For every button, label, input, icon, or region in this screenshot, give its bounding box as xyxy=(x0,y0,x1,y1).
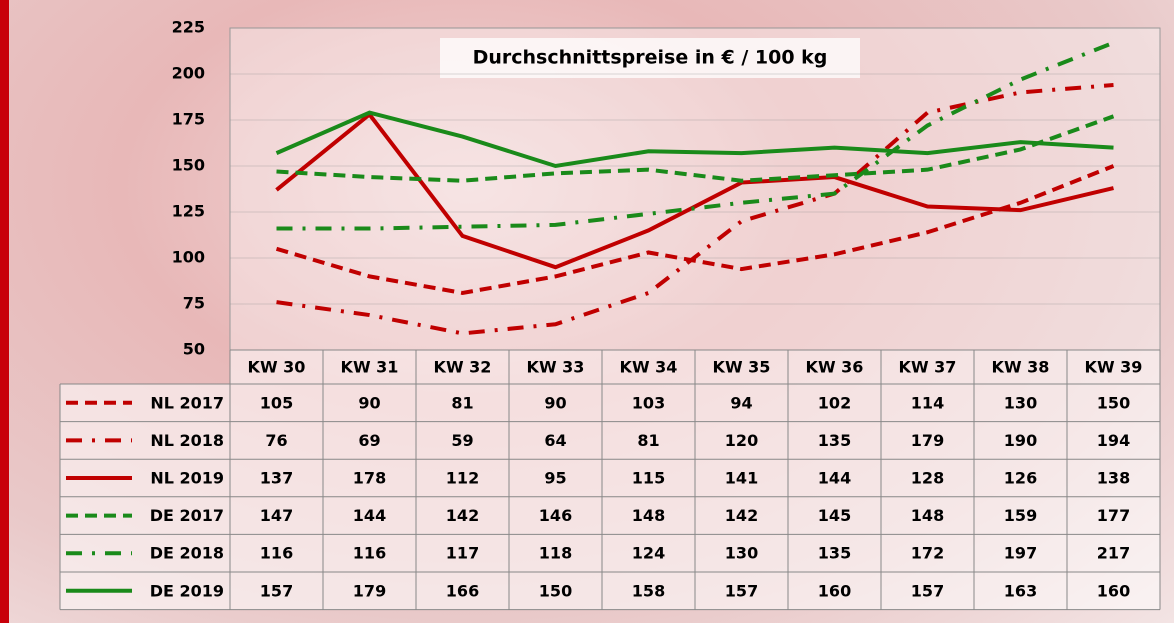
x-tick-label: KW 35 xyxy=(713,358,771,377)
table-value: 118 xyxy=(539,544,572,563)
x-tick-label: KW 36 xyxy=(806,358,864,377)
table-value: 144 xyxy=(818,469,851,488)
table-value: 112 xyxy=(446,469,479,488)
table-value: 103 xyxy=(632,393,665,412)
table-value: 130 xyxy=(725,544,758,563)
table-value: 102 xyxy=(818,393,851,412)
table-value: 138 xyxy=(1097,469,1130,488)
y-tick-label: 175 xyxy=(172,110,205,129)
table-value: 157 xyxy=(725,581,758,600)
table-value: 148 xyxy=(911,506,944,525)
table-value: 137 xyxy=(260,469,293,488)
table-value: 135 xyxy=(818,431,851,450)
table-value: 95 xyxy=(544,469,566,488)
table-value: 142 xyxy=(446,506,479,525)
table-value: 142 xyxy=(725,506,758,525)
table-value: 124 xyxy=(632,544,665,563)
legend-label: NL 2019 xyxy=(150,469,224,488)
table-value: 146 xyxy=(539,506,572,525)
table-value: 135 xyxy=(818,544,851,563)
table-value: 197 xyxy=(1004,544,1037,563)
table-value: 141 xyxy=(725,469,758,488)
table-value: 116 xyxy=(353,544,386,563)
table-value: 160 xyxy=(1097,581,1130,600)
table-value: 115 xyxy=(632,469,665,488)
table-value: 179 xyxy=(911,431,944,450)
x-tick-label: KW 33 xyxy=(527,358,585,377)
table-value: 120 xyxy=(725,431,758,450)
x-tick-label: KW 30 xyxy=(248,358,306,377)
table-value: 64 xyxy=(544,431,566,450)
x-tick-label: KW 34 xyxy=(620,358,678,377)
table-value: 126 xyxy=(1004,469,1037,488)
chart-title: Durchschnittspreise in € / 100 kg xyxy=(473,47,828,69)
table-value: 159 xyxy=(1004,506,1037,525)
chart: Durchschnittspreise in € / 100 kg 50 75 10… xyxy=(0,0,1174,623)
table-value: 172 xyxy=(911,544,944,563)
table-value: 90 xyxy=(358,393,380,412)
table-value: 114 xyxy=(911,393,944,412)
page: Durchschnittspreise in € / 100 kg 50 75 10… xyxy=(0,0,1174,623)
table-value: 158 xyxy=(632,581,665,600)
table-value: 190 xyxy=(1004,431,1037,450)
side-stripe xyxy=(0,0,9,623)
table-value: 130 xyxy=(1004,393,1037,412)
table-value: 81 xyxy=(451,393,473,412)
y-tick-label: 125 xyxy=(172,202,205,221)
y-tick-label: 50 xyxy=(183,340,205,359)
table-value: 178 xyxy=(353,469,386,488)
table-value: 105 xyxy=(260,393,293,412)
table-value: 194 xyxy=(1097,431,1130,450)
x-tick-label: KW 37 xyxy=(899,358,957,377)
x-tick-label: KW 38 xyxy=(992,358,1050,377)
table-value: 117 xyxy=(446,544,479,563)
y-tick-label: 150 xyxy=(172,156,205,175)
legend-label: DE 2017 xyxy=(150,506,224,525)
data-table: KW 30 KW 31 KW 32 KW 33 KW 34 KW 35 KW 36 KW 37… xyxy=(60,350,1160,610)
table-value: 160 xyxy=(818,581,851,600)
table-value: 128 xyxy=(911,469,944,488)
table-value: 69 xyxy=(358,431,380,450)
x-tick-label: KW 31 xyxy=(341,358,399,377)
table-value: 145 xyxy=(818,506,851,525)
table-value: 163 xyxy=(1004,581,1037,600)
table-value: 90 xyxy=(544,393,566,412)
y-tick-label: 75 xyxy=(183,294,205,313)
table-value: 179 xyxy=(353,581,386,600)
table-value: 144 xyxy=(353,506,386,525)
y-tick-label: 200 xyxy=(172,64,205,83)
legend-label: DE 2019 xyxy=(150,581,224,600)
table-value: 59 xyxy=(451,431,473,450)
table-value: 147 xyxy=(260,506,293,525)
table-value: 177 xyxy=(1097,506,1130,525)
table-value: 116 xyxy=(260,544,293,563)
table-value: 157 xyxy=(260,581,293,600)
y-tick-label: 225 xyxy=(172,18,205,37)
x-tick-label: KW 39 xyxy=(1085,358,1143,377)
x-tick-label: KW 32 xyxy=(434,358,492,377)
legend-label: DE 2018 xyxy=(150,544,224,563)
table-value: 94 xyxy=(730,393,752,412)
y-tick-label: 100 xyxy=(172,248,205,267)
table-value: 81 xyxy=(637,431,659,450)
legend-label: NL 2017 xyxy=(150,393,224,412)
table-value: 217 xyxy=(1097,544,1130,563)
table-value: 150 xyxy=(539,581,572,600)
legend-label: NL 2018 xyxy=(150,431,224,450)
table-value: 76 xyxy=(265,431,287,450)
table-value: 166 xyxy=(446,581,479,600)
table-value: 148 xyxy=(632,506,665,525)
table-value: 150 xyxy=(1097,393,1130,412)
table-value: 157 xyxy=(911,581,944,600)
